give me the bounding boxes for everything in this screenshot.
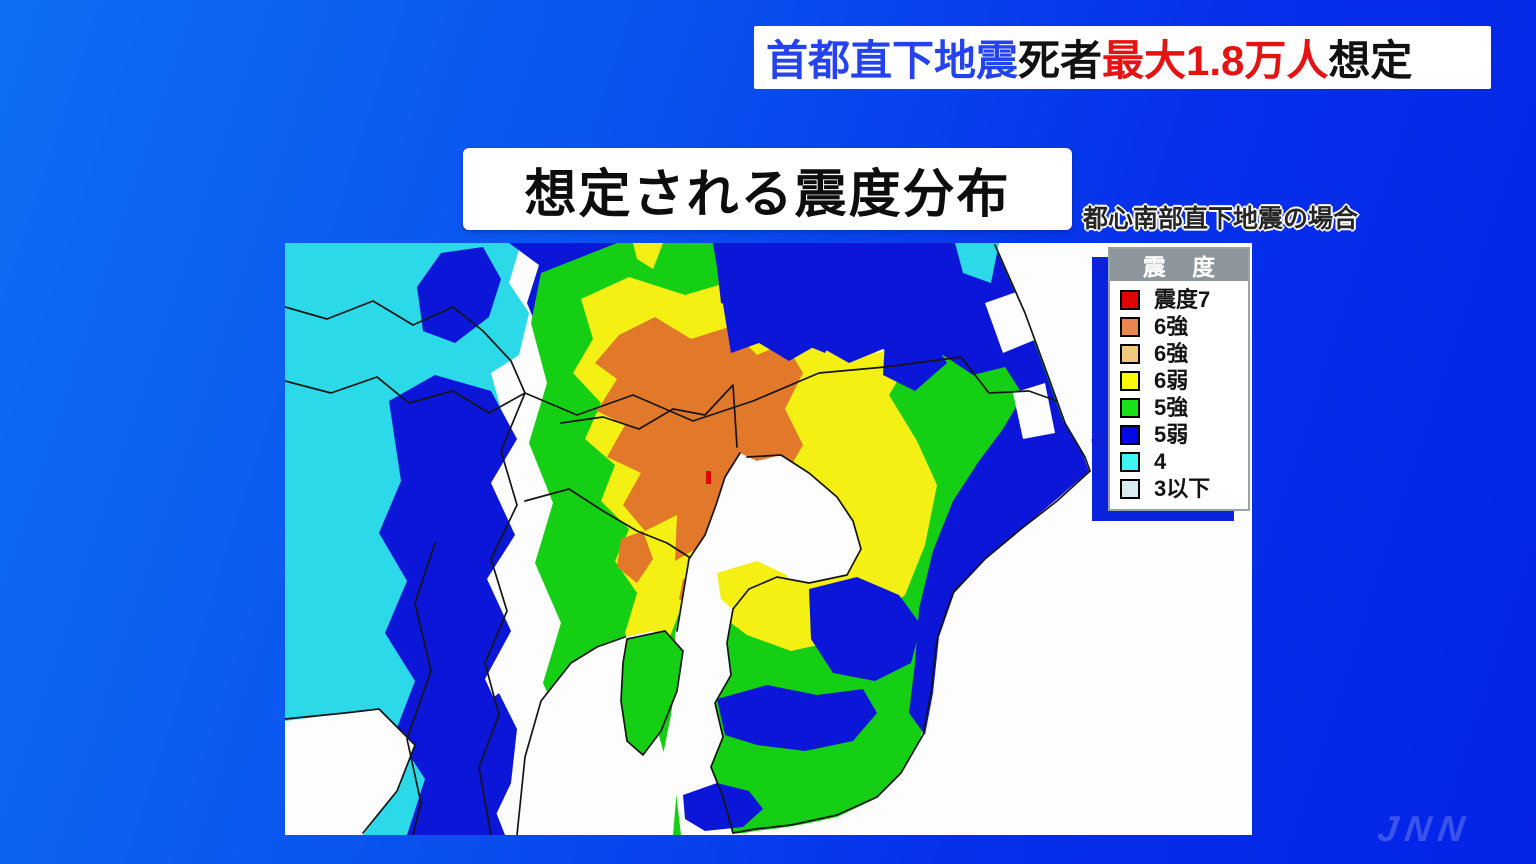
seismic-intensity-map	[285, 243, 1252, 835]
map-region-intensity7	[706, 471, 711, 484]
legend-swatch-3orless	[1120, 478, 1140, 499]
scenario-subtitle: 都心南部直下地震の場合	[1083, 205, 1359, 233]
legend-swatch-6upper-strong	[1120, 316, 1140, 337]
legend-title: 震 度	[1110, 249, 1248, 281]
legend-swatch-4	[1120, 451, 1140, 472]
legend-row: 5弱	[1120, 421, 1240, 448]
legend-label: 6弱	[1154, 367, 1189, 393]
legend-label: 震度7	[1154, 286, 1211, 312]
page-title: 想定される震度分布	[463, 148, 1072, 230]
legend-label: 5強	[1154, 394, 1189, 420]
legend-row: 6強	[1120, 340, 1240, 367]
map-cyan-slivers	[955, 243, 1111, 459]
legend-row: 震度7	[1120, 286, 1240, 313]
legend-body: 震度7 6強 6強 6弱 5強 5弱	[1110, 281, 1248, 509]
legend-swatch-5upper	[1120, 397, 1140, 418]
jnn-watermark: JNN	[1375, 808, 1474, 849]
headline-text-2: 想定	[1328, 37, 1413, 84]
legend-row: 4	[1120, 448, 1240, 475]
map-region-intensity5lower-northeast	[713, 243, 1089, 735]
legend-label: 6強	[1154, 313, 1189, 339]
map-canvas	[285, 243, 1252, 835]
legend-swatch-6upper-light	[1120, 343, 1140, 364]
map-boundaries	[285, 244, 1091, 835]
legend-label: 3以下	[1154, 475, 1211, 501]
headline-number: 最大1.8万人	[1102, 37, 1329, 84]
legend-row: 6強	[1120, 313, 1240, 340]
headline-text-1: 死者	[1018, 37, 1103, 84]
map-boso-blue-patches	[683, 577, 921, 831]
legend-label: 6強	[1154, 340, 1189, 366]
legend-row: 6弱	[1120, 367, 1240, 394]
legend-label: 5弱	[1154, 421, 1189, 447]
legend-label: 4	[1154, 448, 1167, 474]
legend-swatch-6lower	[1120, 370, 1140, 391]
map-boso-yellow-patch	[717, 561, 787, 617]
legend-row: 5強	[1120, 394, 1240, 421]
headline-banner: 首都直下地震 死者 最大1.8万人 想定	[754, 26, 1491, 89]
headline-topic: 首都直下地震	[766, 37, 1019, 84]
intensity-legend: 震 度 震度7 6強 6強 6弱 5強	[1108, 247, 1250, 511]
legend-swatch-intensity7	[1120, 289, 1140, 310]
map-miura-peninsula	[621, 631, 683, 755]
legend-row: 3以下	[1120, 475, 1240, 502]
legend-swatch-5lower	[1120, 424, 1140, 445]
